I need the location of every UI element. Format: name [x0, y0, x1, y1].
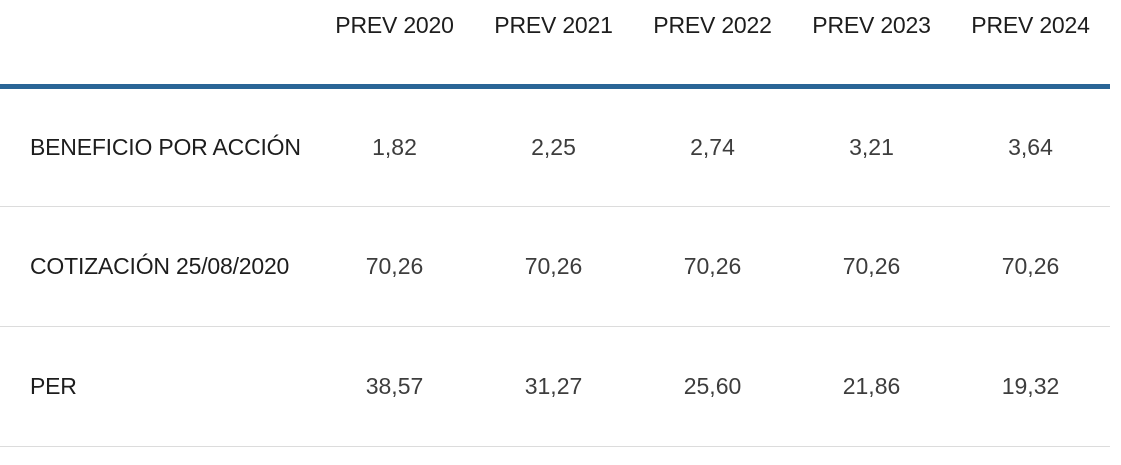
- cell-value: 2,74: [690, 134, 735, 160]
- column-header-prev-2023: PREV 2023: [792, 0, 951, 89]
- cell-value: 3,21: [849, 134, 894, 160]
- cell-value: 70,26: [683, 253, 742, 279]
- table-row-cotizacion: COTIZACIÓN 25/08/2020 70,26 70,26 70,26 …: [0, 207, 1110, 327]
- column-header-prev-2021: PREV 2021: [474, 0, 633, 89]
- row-label: COTIZACIÓN 25/08/2020: [30, 253, 290, 279]
- cell-value: 70,26: [365, 253, 424, 279]
- cell-value: 25,60: [683, 373, 742, 399]
- cell-value: 38,57: [365, 373, 424, 399]
- column-header-prev-2020: PREV 2020: [315, 0, 474, 89]
- table-header: PREV 2020 PREV 2021 PREV 2022 PREV 2023 …: [0, 0, 1110, 89]
- corner-cell: [0, 0, 315, 89]
- column-header-prev-2022: PREV 2022: [633, 0, 792, 89]
- cell-value: 31,27: [524, 373, 583, 399]
- cell-value: 70,26: [524, 253, 583, 279]
- cell-value: 21,86: [842, 373, 901, 399]
- financial-projection-table: PREV 2020 PREV 2021 PREV 2022 PREV 2023 …: [0, 0, 1110, 447]
- row-label: PER: [30, 373, 77, 399]
- cell-value: 70,26: [1001, 253, 1060, 279]
- table-row-beneficio-por-accion: BENEFICIO POR ACCIÓN 1,82 2,25 2,74 3,21…: [0, 87, 1110, 207]
- cell-value: 70,26: [842, 253, 901, 279]
- cell-value: 19,32: [1001, 373, 1060, 399]
- cell-value: 3,64: [1008, 134, 1053, 160]
- header-row: PREV 2020 PREV 2021 PREV 2022 PREV 2023 …: [0, 0, 1110, 89]
- cell-value: 1,82: [372, 134, 417, 160]
- table-row-per: PER 38,57 31,27 25,60 21,86 19,32: [0, 327, 1110, 447]
- table-body: BENEFICIO POR ACCIÓN 1,82 2,25 2,74 3,21…: [0, 87, 1110, 447]
- row-label: BENEFICIO POR ACCIÓN: [30, 134, 301, 160]
- column-header-prev-2024: PREV 2024: [951, 0, 1110, 89]
- cell-value: 2,25: [531, 134, 576, 160]
